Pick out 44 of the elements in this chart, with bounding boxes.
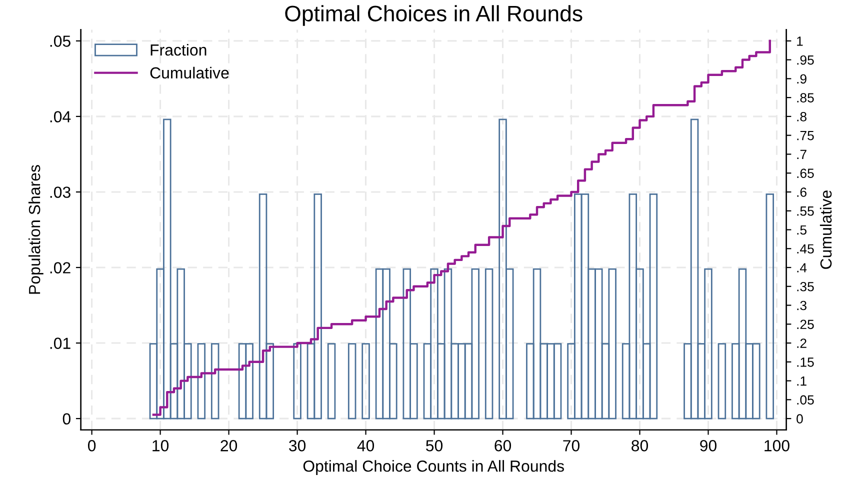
y-tick-label: .05: [50, 36, 70, 47]
x-tick-label: 40: [357, 440, 374, 452]
x-tick-label: 70: [563, 440, 580, 452]
x-tick-label: 60: [494, 440, 512, 452]
legend-label: Cumulative: [150, 66, 229, 79]
y2-tick-label: .4: [797, 263, 807, 272]
y2-tick-label: 0: [796, 414, 803, 424]
y-tick-label: .04: [50, 111, 71, 122]
y2-tick-label: .9: [797, 74, 806, 84]
y2-tick-label: 1: [797, 36, 803, 46]
x-tick-label: 0: [88, 440, 96, 452]
y2-tick-label: .75: [797, 131, 814, 140]
x-tick-label: 30: [289, 440, 306, 452]
y2-tick-label: .3: [797, 300, 806, 310]
y2-tick-label: .1: [797, 376, 806, 386]
y-tick-label: 0: [62, 413, 70, 425]
y2-tick-label: .25: [797, 320, 814, 330]
y2-tick-label: .05: [797, 395, 814, 405]
y2-tick-label: .65: [797, 168, 814, 178]
y2-tick-label: .15: [797, 358, 814, 367]
y2-tick-label: .45: [797, 244, 814, 254]
x-tick-label: 100: [764, 440, 790, 452]
x-tick-label: 10: [152, 440, 169, 452]
y2-tick-label: .7: [797, 150, 806, 159]
x-tick-label: 50: [426, 440, 443, 452]
y2-tick-label: .85: [797, 93, 814, 102]
y-tick-label: .01: [50, 338, 70, 349]
y2-tick-label: .5: [797, 225, 806, 235]
x-tick-label: 20: [220, 440, 238, 452]
legend-label: Fraction: [150, 44, 206, 56]
chart-title: Optimal Choices in All Rounds: [285, 5, 582, 26]
y-tick-label: .03: [50, 186, 70, 198]
y2-tick-label: .2: [797, 338, 806, 348]
y2-tick-label: .6: [797, 188, 806, 197]
y2-tick-label: .8: [797, 112, 806, 122]
x-tick-label: 90: [700, 440, 716, 452]
x-tick-label: 80: [632, 440, 648, 452]
y2-tick-label: .35: [797, 282, 814, 292]
y2-axis-title: Cumulative: [820, 190, 832, 269]
y-tick-label: .02: [50, 262, 70, 274]
y2-tick-label: .95: [797, 55, 814, 65]
y2-tick-label: .55: [797, 206, 814, 216]
y-axis-title: Population Shares: [28, 165, 44, 294]
x-axis-title: Optimal Choice Counts in All Rounds: [303, 460, 564, 475]
